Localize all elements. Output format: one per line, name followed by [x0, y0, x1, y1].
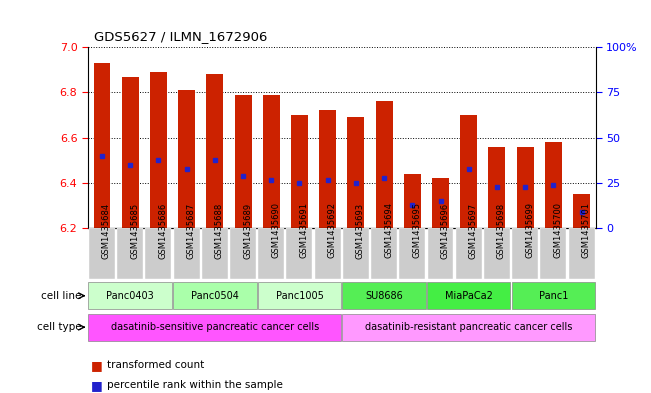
- Bar: [573, 194, 590, 228]
- Bar: [263, 95, 280, 228]
- Bar: [484, 228, 510, 279]
- Text: GSM1435685: GSM1435685: [130, 202, 139, 259]
- Bar: [94, 63, 111, 228]
- Bar: [178, 90, 195, 228]
- Bar: [202, 228, 228, 279]
- Text: GSM1435695: GSM1435695: [412, 202, 421, 259]
- Text: ■: ■: [91, 378, 103, 392]
- Text: GSM1435692: GSM1435692: [327, 202, 337, 259]
- Bar: [173, 282, 256, 309]
- Bar: [348, 117, 365, 228]
- Text: GSM1435693: GSM1435693: [356, 202, 365, 259]
- Text: MiaPaCa2: MiaPaCa2: [445, 291, 493, 301]
- Bar: [206, 74, 223, 228]
- Bar: [258, 282, 341, 309]
- Text: Panc1005: Panc1005: [275, 291, 324, 301]
- Bar: [512, 282, 595, 309]
- Bar: [319, 110, 336, 228]
- Bar: [89, 228, 115, 279]
- Bar: [427, 282, 510, 309]
- Bar: [89, 314, 341, 341]
- Text: GSM1435684: GSM1435684: [102, 202, 111, 259]
- Bar: [122, 77, 139, 228]
- Text: GSM1435698: GSM1435698: [497, 202, 506, 259]
- Text: GSM1435699: GSM1435699: [525, 202, 534, 259]
- Bar: [117, 228, 143, 279]
- Bar: [460, 115, 477, 228]
- Bar: [488, 147, 505, 228]
- Bar: [540, 228, 566, 279]
- Bar: [512, 228, 538, 279]
- Text: GSM1435697: GSM1435697: [469, 202, 478, 259]
- Text: cell type: cell type: [36, 322, 81, 332]
- Text: GSM1435701: GSM1435701: [581, 202, 590, 259]
- Text: GSM1435690: GSM1435690: [271, 202, 280, 259]
- Bar: [150, 72, 167, 228]
- Text: GSM1435700: GSM1435700: [553, 202, 562, 259]
- Bar: [342, 282, 426, 309]
- Bar: [343, 228, 369, 279]
- Bar: [428, 228, 454, 279]
- Bar: [234, 95, 251, 228]
- Bar: [432, 178, 449, 228]
- Bar: [291, 115, 308, 228]
- Text: GSM1435694: GSM1435694: [384, 202, 393, 259]
- Text: Panc0504: Panc0504: [191, 291, 239, 301]
- Text: GSM1435687: GSM1435687: [187, 202, 195, 259]
- Bar: [568, 228, 594, 279]
- Text: GSM1435686: GSM1435686: [158, 202, 167, 259]
- Bar: [230, 228, 256, 279]
- Text: Panc1: Panc1: [538, 291, 568, 301]
- Text: GSM1435688: GSM1435688: [215, 202, 224, 259]
- Text: SU8686: SU8686: [365, 291, 403, 301]
- Bar: [404, 174, 421, 228]
- Bar: [342, 314, 595, 341]
- Bar: [371, 228, 397, 279]
- Bar: [517, 147, 534, 228]
- Bar: [314, 228, 340, 279]
- Text: ■: ■: [91, 359, 103, 372]
- Text: GSM1435696: GSM1435696: [441, 202, 449, 259]
- Bar: [399, 228, 425, 279]
- Text: dasatinib-resistant pancreatic cancer cells: dasatinib-resistant pancreatic cancer ce…: [365, 322, 572, 332]
- Text: GDS5627 / ILMN_1672906: GDS5627 / ILMN_1672906: [94, 30, 268, 43]
- Bar: [376, 101, 393, 228]
- Bar: [145, 228, 171, 279]
- Bar: [258, 228, 284, 279]
- Text: percentile rank within the sample: percentile rank within the sample: [107, 380, 283, 390]
- Bar: [456, 228, 482, 279]
- Bar: [89, 282, 172, 309]
- Bar: [545, 142, 562, 228]
- Text: dasatinib-sensitive pancreatic cancer cells: dasatinib-sensitive pancreatic cancer ce…: [111, 322, 319, 332]
- Text: cell line: cell line: [41, 291, 81, 301]
- Bar: [286, 228, 312, 279]
- Bar: [174, 228, 200, 279]
- Text: transformed count: transformed count: [107, 360, 204, 371]
- Text: GSM1435691: GSM1435691: [299, 202, 309, 259]
- Text: Panc0403: Panc0403: [106, 291, 154, 301]
- Text: GSM1435689: GSM1435689: [243, 202, 252, 259]
